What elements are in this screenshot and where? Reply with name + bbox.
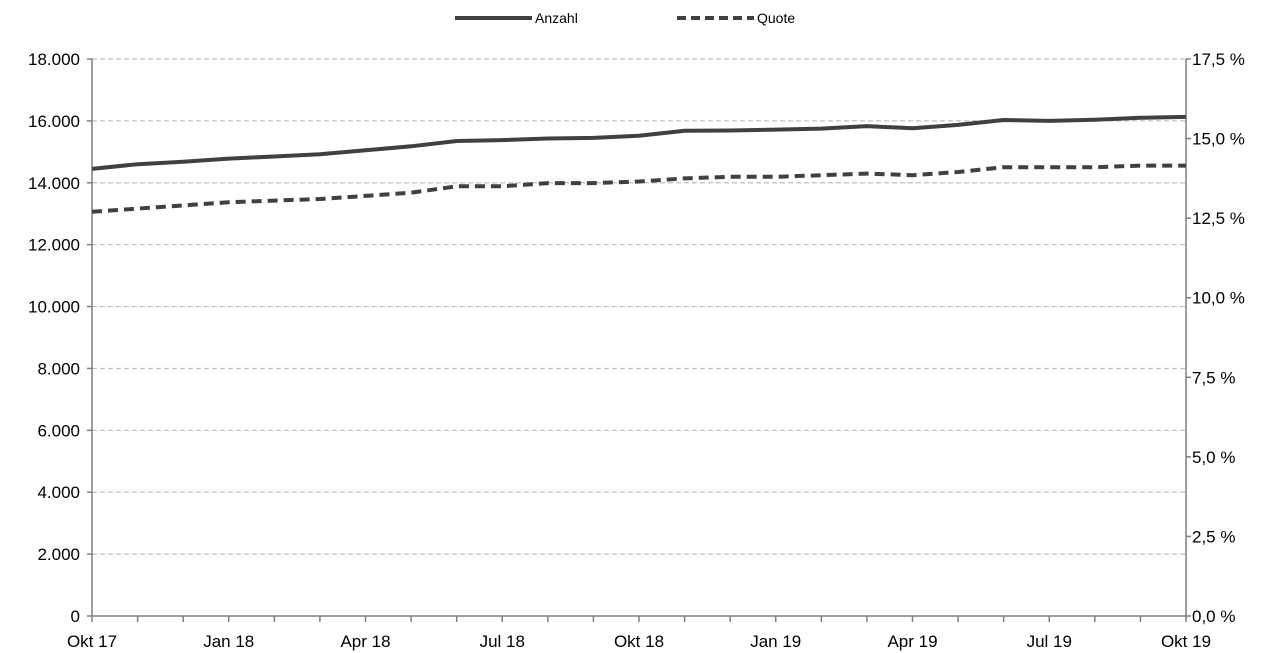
y-right-tick-label: 15,0 %	[1192, 130, 1245, 149]
x-tick-label: Jan 18	[203, 632, 254, 651]
y-right-tick-label: 5,0 %	[1192, 448, 1235, 467]
axes	[87, 58, 1191, 622]
tick-labels: 0 2.000 4.000 6.000 8.000 10.000 12.000 14.000 1…	[28, 50, 1245, 651]
series-line-quote	[91, 163, 1186, 214]
y-left-tick-label: 14.000	[28, 174, 80, 193]
legend-label-quote: Quote	[757, 10, 795, 26]
y-left-tick-label: 2.000	[37, 545, 80, 564]
y-right-tick-label: 2,5 %	[1192, 527, 1235, 546]
legend: Anzahl Quote	[455, 10, 795, 26]
x-tick-label: Okt 19	[1161, 632, 1211, 651]
x-tick-label: Okt 17	[67, 632, 117, 651]
y-left-tick-label: 10.000	[28, 298, 80, 317]
gridlines	[92, 58, 1186, 555]
y-left-tick-label: 0	[71, 607, 80, 626]
x-tick-label: Apr 19	[887, 632, 937, 651]
series-layer	[91, 114, 1187, 214]
y-right-tick-label: 10,0 %	[1192, 289, 1245, 308]
x-tick-label: Apr 18	[340, 632, 390, 651]
y-right-tick-label: 17,5 %	[1192, 50, 1245, 69]
x-tick-label: Jan 19	[750, 632, 801, 651]
legend-label-anzahl: Anzahl	[535, 10, 578, 26]
y-left-tick-label: 4.000	[37, 483, 80, 502]
series-line-anzahl	[91, 114, 1187, 171]
x-tick-label: Okt 18	[614, 632, 664, 651]
y-left-tick-label: 6.000	[37, 421, 80, 440]
y-right-tick-label: 12,5 %	[1192, 209, 1245, 228]
y-right-tick-label: 0,0 %	[1192, 607, 1235, 626]
y-left-tick-label: 12.000	[28, 236, 80, 255]
x-tick-label: Jul 18	[480, 632, 525, 651]
y-left-tick-label: 8.000	[37, 359, 80, 378]
x-tick-label: Jul 19	[1027, 632, 1072, 651]
y-left-tick-label: 18.000	[28, 50, 80, 69]
y-left-tick-label: 16.000	[28, 112, 80, 131]
y-right-tick-label: 7,5 %	[1192, 368, 1235, 387]
